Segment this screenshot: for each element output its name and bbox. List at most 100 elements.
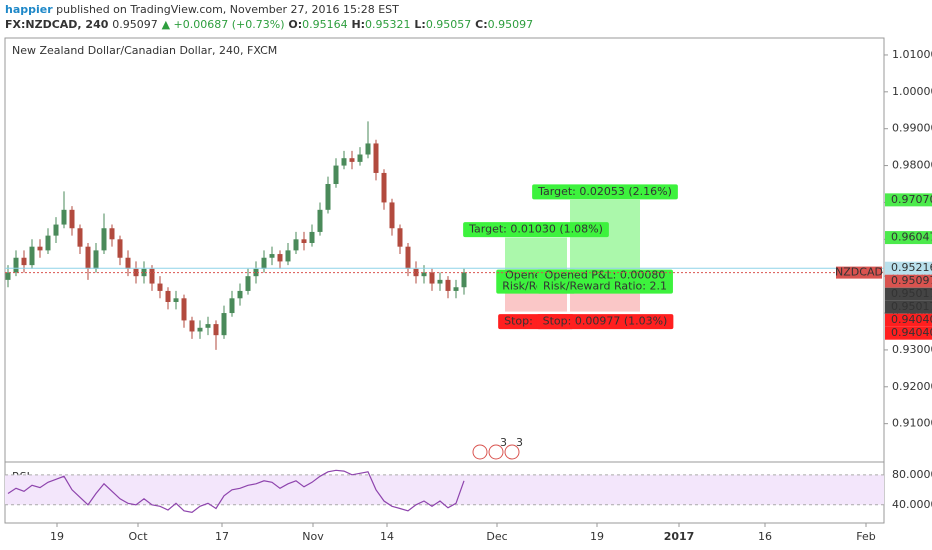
price-tag: 0.97070 bbox=[891, 193, 932, 206]
open: 0.95164 bbox=[302, 18, 348, 31]
price-tag-bg bbox=[885, 326, 932, 340]
y-tick-label: 1.00000 bbox=[892, 85, 932, 98]
price-tag-bg bbox=[885, 274, 932, 288]
symbol-tag-bg bbox=[836, 266, 882, 279]
candle-body bbox=[269, 254, 275, 258]
candle-body bbox=[125, 257, 131, 269]
change: ▲ +0.00687 (+0.73%) bbox=[162, 18, 285, 31]
candles bbox=[5, 121, 467, 350]
candle-body bbox=[77, 228, 83, 247]
candle-body bbox=[373, 143, 379, 173]
x-tick-label: 19 bbox=[590, 530, 604, 543]
event-icon bbox=[488, 444, 504, 460]
price-tag: 0.95216 bbox=[891, 261, 932, 274]
candle-body bbox=[213, 324, 219, 336]
candle-body bbox=[93, 250, 99, 269]
candle-body bbox=[421, 272, 427, 277]
x-tick-label: Dec bbox=[486, 530, 507, 543]
candle-body bbox=[165, 290, 171, 302]
c-label: C: bbox=[475, 18, 487, 31]
candle-body bbox=[229, 298, 235, 314]
x-tick-label: Nov bbox=[302, 530, 324, 543]
x-tick-label: Oct bbox=[128, 530, 148, 543]
target-label-bg bbox=[463, 222, 609, 238]
candle-body bbox=[253, 268, 259, 277]
high: 0.95321 bbox=[365, 18, 411, 31]
candle-body bbox=[245, 276, 251, 291]
stop-label: Stop: 0.00977 (1.03%) bbox=[543, 315, 668, 328]
event-icons: 3 3 bbox=[472, 436, 523, 460]
price-tag-bg bbox=[885, 193, 932, 207]
candle-body bbox=[429, 272, 435, 284]
candle-body bbox=[109, 228, 115, 240]
y-tick-label: 1.01000 bbox=[892, 48, 932, 61]
x-tick-label: 14 bbox=[380, 530, 394, 543]
last: 0.95097 bbox=[112, 18, 158, 31]
target-zone bbox=[505, 237, 567, 273]
candle-body bbox=[37, 246, 43, 251]
candle-body bbox=[365, 143, 371, 155]
target-label-bg bbox=[532, 184, 678, 200]
candle-body bbox=[317, 209, 323, 232]
candle-body bbox=[117, 239, 123, 258]
event-badge: 3 bbox=[516, 436, 523, 449]
price-tag: 0.94040 bbox=[891, 326, 932, 339]
candle-body bbox=[445, 279, 451, 291]
pnl-bg bbox=[537, 269, 673, 294]
candle-body bbox=[325, 184, 331, 210]
candle-body bbox=[285, 250, 291, 262]
candle-body bbox=[261, 257, 267, 269]
candle-body bbox=[381, 172, 387, 203]
candle-body bbox=[453, 287, 459, 291]
rsi-tick-label: 80.0000 bbox=[892, 468, 932, 481]
candle-body bbox=[69, 209, 75, 229]
x-tick-label: 2017 bbox=[664, 530, 695, 543]
low: 0.95057 bbox=[426, 18, 472, 31]
published: published on TradingView.com, November 2… bbox=[56, 3, 399, 16]
candle-body bbox=[309, 231, 315, 243]
rsi-tick-label: 40.0000 bbox=[892, 498, 932, 511]
candle-body bbox=[141, 268, 147, 277]
candle-body bbox=[293, 239, 299, 251]
candle-body bbox=[277, 254, 283, 262]
quote-line: FX:NZDCAD, 240 0.95097 ▲ +0.00687 (+0.73… bbox=[5, 18, 533, 31]
candle-body bbox=[349, 158, 355, 162]
rsi-band bbox=[5, 474, 884, 505]
price-tag-bg bbox=[885, 300, 932, 314]
candle-body bbox=[237, 290, 243, 299]
rsi-line bbox=[7, 469, 465, 513]
symbol-tag: NZDCAD bbox=[835, 266, 883, 279]
candle-body bbox=[461, 272, 467, 288]
user[interactable]: happier bbox=[5, 3, 53, 16]
position-labels: Target: 0.01030 (1.08%)Opened P&Risk/Rew… bbox=[463, 184, 678, 330]
candle-body bbox=[405, 246, 411, 269]
candle-body bbox=[197, 327, 203, 332]
stop-label-bg bbox=[536, 314, 674, 330]
symbol: FX:NZDCAD, 240 bbox=[5, 18, 109, 31]
x-tick-label: 16 bbox=[758, 530, 772, 543]
plot-frame bbox=[4, 37, 885, 524]
candle-body bbox=[85, 246, 91, 269]
candle-body bbox=[341, 158, 347, 166]
candle-body bbox=[133, 268, 139, 277]
candle-body bbox=[413, 268, 419, 277]
close: 0.95097 bbox=[488, 18, 534, 31]
h-label: H: bbox=[351, 18, 365, 31]
event-icon bbox=[504, 444, 520, 460]
candle-body bbox=[301, 239, 307, 243]
rr-label: Risk/Reward Ratio: 2.1 bbox=[543, 280, 667, 293]
candle-body bbox=[221, 313, 227, 336]
candle-body bbox=[149, 268, 155, 284]
price-tag-bg bbox=[885, 287, 932, 301]
candle-body bbox=[157, 283, 163, 291]
event-icon bbox=[472, 444, 488, 460]
price-tag: 0.96047 bbox=[891, 231, 932, 244]
target-label: Target: 0.01030 (1.08%) bbox=[468, 223, 603, 236]
candle-body bbox=[389, 202, 395, 229]
header-line: happier published on TradingView.com, No… bbox=[5, 3, 399, 16]
